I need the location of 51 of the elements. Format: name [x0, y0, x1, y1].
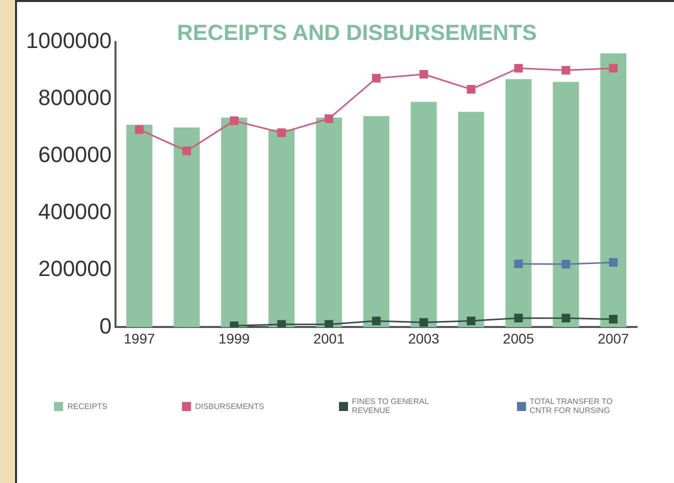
point: [230, 321, 238, 328]
y-tick-label: 800000: [38, 85, 112, 110]
bar: [221, 118, 248, 328]
point: [609, 64, 618, 73]
x-tick-label: 2001: [313, 330, 345, 346]
point: [277, 128, 286, 137]
point: [277, 320, 286, 328]
point: [324, 320, 334, 328]
point: [514, 64, 523, 73]
point: [562, 260, 570, 268]
y-tick-label: 600000: [38, 142, 112, 168]
x-tick-label: 1999: [218, 330, 250, 346]
point: [182, 146, 192, 156]
bar: [410, 102, 437, 328]
point: [466, 85, 476, 94]
bar: [126, 124, 152, 328]
point: [514, 314, 523, 322]
x-tick-label: 1997: [124, 330, 156, 346]
bar: [268, 130, 295, 328]
point: [609, 258, 618, 267]
point: [419, 70, 428, 79]
x-tick-label: 2005: [502, 330, 534, 346]
x-tick-label: 2003: [408, 330, 440, 346]
point: [230, 116, 238, 125]
x-tick-label: 2007: [598, 330, 630, 346]
bar: [174, 128, 200, 328]
y-tick-label: 0: [99, 313, 112, 338]
bar: [552, 82, 579, 328]
y-tick-label: 400000: [38, 199, 112, 224]
point: [135, 125, 144, 134]
point: [372, 316, 381, 326]
bar: [316, 118, 342, 328]
y-tick-label: 200000: [38, 256, 112, 282]
bar: [505, 79, 532, 328]
point: [609, 314, 618, 324]
legend-label: FINES TO GENERAL REVENUE: [352, 397, 430, 415]
chart-title: RECEIPTS AND DISBURSEMENTS: [177, 20, 537, 46]
point: [324, 114, 334, 124]
bar: [363, 116, 390, 328]
point: [514, 260, 523, 268]
legend-label: RECEIPTS: [67, 402, 108, 410]
point: [372, 74, 381, 83]
y-tick-label: 1000000: [26, 28, 112, 54]
point: [419, 318, 428, 327]
bar: [600, 53, 626, 328]
point: [466, 316, 476, 326]
point: [562, 314, 570, 322]
legend-label: TOTAL TRANSFER TO CNTR FOR NURSING: [530, 397, 614, 415]
legend-label: DISBURSEMENTS: [195, 402, 264, 410]
point: [562, 66, 570, 75]
bar: [458, 112, 484, 328]
